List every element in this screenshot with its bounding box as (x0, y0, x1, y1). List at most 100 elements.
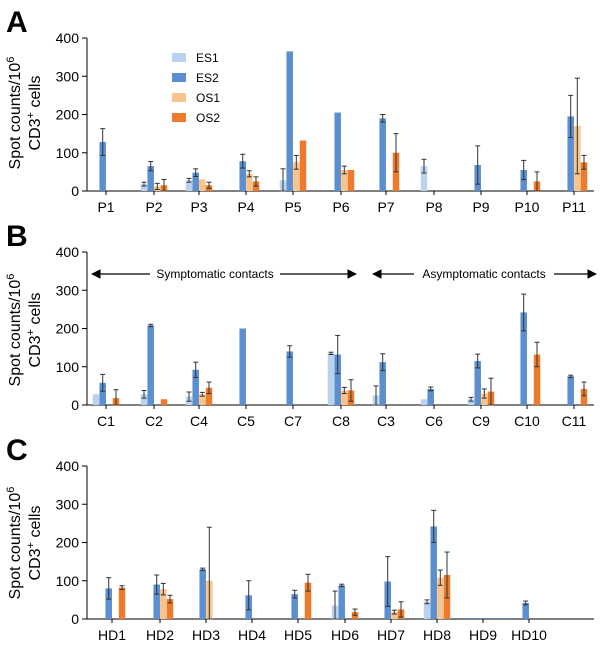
bar-c-hd8-es2 (430, 526, 437, 619)
bar-a-p11-es2 (567, 116, 574, 191)
bar-c-hd8-es1 (423, 601, 431, 619)
category-label-c7: C7 (284, 413, 302, 429)
symptomatic-label: Symptomatic contacts (156, 267, 273, 281)
panel-a-plot: 0 100 200 300 400 P1 P2 P3 P4 P5 P6 P7 P8 P9 P10 P11 (56, 30, 594, 215)
category-label-hd5: HD5 (284, 627, 312, 643)
svg-text:CD3+ cells: CD3+ cells (25, 76, 44, 151)
bar-a-p3-es1 (185, 180, 193, 191)
bar-b-c6-es1 (420, 399, 428, 405)
bar-b-c7-es2 (286, 351, 293, 405)
y-tick-label: 200 (56, 107, 80, 123)
bar-c-hd5-os2 (304, 582, 312, 619)
bar-a-p10-es2 (520, 169, 527, 191)
category-label-hd8: HD8 (423, 627, 451, 643)
category-label-c11: C11 (562, 413, 587, 429)
category-label-hd2: HD2 (146, 627, 174, 643)
bar-b-c3-es2 (379, 362, 386, 405)
category-label-c4: C4 (190, 413, 208, 429)
bar-b-c4-es2 (192, 369, 199, 405)
panel-c-plot: 0 100 200 300 400 HD1 HD2 HD3 HD4 HD5 HD6 HD7 HD8 HD9… (56, 458, 594, 643)
bar-c-hd5-es2 (291, 594, 298, 619)
category-label-c9: C9 (472, 413, 490, 429)
bar-c-hd10-es2 (522, 602, 529, 619)
bar-c-hd2-os1 (160, 589, 167, 619)
category-label-c1: C1 (97, 413, 115, 429)
legend-swatch-es1 (172, 53, 186, 62)
legend-swatch-os1 (172, 93, 186, 102)
legend-label-es2: ES2 (196, 71, 219, 85)
category-label-p8: P8 (425, 199, 442, 215)
y-tick-label: 400 (56, 458, 80, 474)
y-tick-label: 200 (56, 321, 80, 337)
category-label-c10: C10 (514, 413, 540, 429)
svg-text:CD3+ cells: CD3+ cells (25, 293, 44, 368)
bar-a-p7-es2 (379, 118, 386, 191)
category-label-c5: C5 (237, 413, 255, 429)
panel-c-ylabel: Spot counts/106 CD3+ cells (5, 487, 44, 600)
category-label-p1: P1 (97, 199, 114, 215)
panel-b-plot: 0 100 200 300 400 C1 C2 C4 C5 C7 C8 C3 C6 C9 C10 C11 (56, 244, 594, 429)
bar-b-c10-os2 (533, 354, 541, 405)
y-tick-label: 100 (56, 573, 80, 589)
bar-b-c8-es2 (334, 354, 341, 405)
bar-b-c10-es2 (520, 312, 527, 405)
bar-b-c2-es2 (147, 325, 154, 405)
bar-c-hd2-es2 (153, 584, 160, 619)
category-label-p7: P7 (377, 199, 394, 215)
category-label-hd7: HD7 (377, 627, 405, 643)
category-label-hd3: HD3 (192, 627, 220, 643)
category-label-p6: P6 (332, 199, 349, 215)
bar-b-c6-es2 (427, 388, 434, 405)
bar-b-c8-os1 (341, 390, 348, 405)
bar-a-p6-os2 (347, 169, 355, 191)
symptomatic-label-bg (150, 265, 280, 281)
bar-a-p3-os1 (199, 179, 206, 191)
y-tick-label: 100 (56, 145, 80, 161)
category-label-hd1: HD1 (98, 627, 126, 643)
bar-b-c1-es1 (92, 394, 100, 405)
bar-b-c9-es1 (467, 399, 475, 405)
panel-b-ylabel: Spot counts/106 CD3+ cells (5, 274, 44, 387)
legend: ES1 ES2 OS1 OS2 (172, 51, 220, 125)
category-label-hd4: HD4 (238, 627, 266, 643)
category-label-c8: C8 (332, 413, 350, 429)
y-tick-label: 200 (56, 535, 80, 551)
plots: 0 100 200 300 400 P1 P2 P3 P4 P5 P6 P7 P8 P9 P10 P11 0 10… (56, 30, 594, 643)
y-tick-label: 400 (56, 244, 80, 260)
bar-a-p5-os1 (293, 162, 300, 191)
panel-a-letter: A (6, 6, 28, 39)
bar-c-hd6-es2 (338, 585, 345, 619)
bar-a-p4-es2 (239, 161, 246, 191)
bar-b-c1-es2 (99, 382, 106, 405)
bar-b-c9-es2 (474, 361, 481, 405)
y-tick-label: 0 (71, 397, 79, 413)
svg-text:Spot counts/106: Spot counts/106 (5, 274, 24, 387)
asymptomatic-label: Asymptomatic contacts (422, 267, 545, 281)
y-tick-label: 300 (56, 282, 80, 298)
category-label-c2: C2 (145, 413, 163, 429)
bar-c-hd2-os2 (166, 599, 174, 619)
bar-a-p5-es2 (286, 51, 293, 192)
bar-b-c9-os1 (481, 393, 488, 405)
category-label-c6: C6 (425, 413, 443, 429)
y-tick-label: 0 (71, 183, 79, 199)
bar-a-p8-es1 (420, 166, 428, 191)
bar-a-p2-es1 (140, 184, 148, 191)
category-label-c3: C3 (377, 413, 395, 429)
legend-label-es1: ES1 (196, 51, 219, 65)
svg-text:Spot counts/106: Spot counts/106 (5, 57, 24, 170)
bar-a-p6-os1 (341, 169, 348, 191)
bar-a-p2-es2 (147, 166, 154, 191)
category-label-hd9: HD9 (469, 627, 497, 643)
legend-swatch-es2 (172, 73, 186, 82)
legend-label-os1: OS1 (196, 91, 220, 105)
bar-b-c2-os2 (160, 399, 168, 405)
bar-c-hd8-os1 (437, 577, 444, 619)
bar-b-c4-os2 (205, 387, 213, 405)
bar-a-p4-os1 (246, 173, 253, 191)
bar-a-p6-es2 (334, 112, 341, 191)
bar-c-hd1-es2 (105, 588, 112, 619)
category-label-p2: P2 (145, 199, 162, 215)
y-tick-label: 0 (71, 611, 79, 627)
